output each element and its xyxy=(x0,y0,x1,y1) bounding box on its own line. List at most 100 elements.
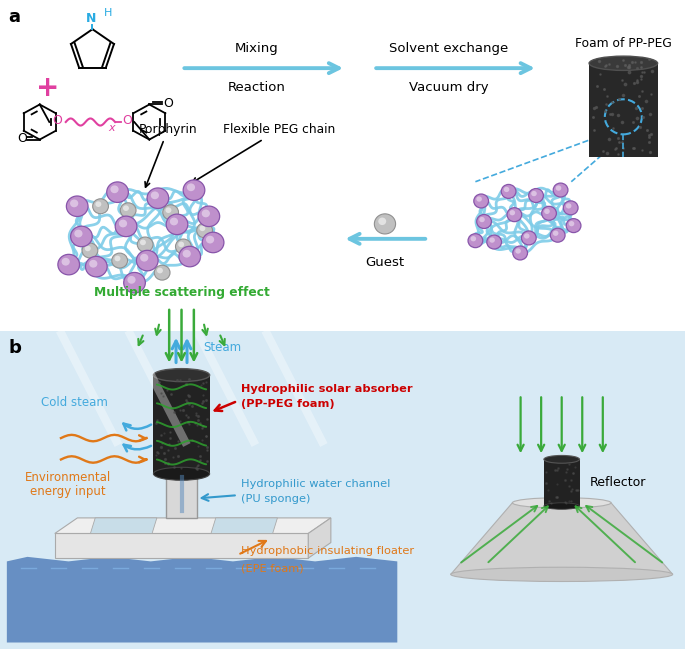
Circle shape xyxy=(550,228,565,242)
Circle shape xyxy=(62,258,70,265)
Text: Hydrophilic solar absorber: Hydrophilic solar absorber xyxy=(241,384,413,395)
Circle shape xyxy=(166,214,188,235)
Circle shape xyxy=(140,254,149,262)
Circle shape xyxy=(147,188,169,208)
Circle shape xyxy=(524,234,530,239)
Circle shape xyxy=(202,232,224,252)
Circle shape xyxy=(74,230,82,238)
Circle shape xyxy=(151,191,159,199)
Circle shape xyxy=(476,197,482,202)
Circle shape xyxy=(474,194,488,208)
Circle shape xyxy=(198,206,220,227)
Text: Mixing: Mixing xyxy=(235,42,279,55)
Polygon shape xyxy=(7,557,397,643)
Circle shape xyxy=(178,241,184,247)
Circle shape xyxy=(531,191,537,196)
Text: (PU sponge): (PU sponge) xyxy=(241,494,310,504)
Circle shape xyxy=(70,199,78,207)
Circle shape xyxy=(183,250,191,258)
Text: Multiple scattering effect: Multiple scattering effect xyxy=(94,286,269,299)
Circle shape xyxy=(468,234,483,248)
Circle shape xyxy=(544,209,550,214)
Circle shape xyxy=(556,186,561,191)
Circle shape xyxy=(569,221,574,227)
Text: O: O xyxy=(52,114,62,127)
Text: Hydrophobic insulating floater: Hydrophobic insulating floater xyxy=(241,546,414,556)
Circle shape xyxy=(201,210,210,217)
Ellipse shape xyxy=(512,498,611,508)
Text: +: + xyxy=(36,74,60,103)
Circle shape xyxy=(566,203,571,208)
Circle shape xyxy=(183,180,205,201)
Circle shape xyxy=(187,184,195,191)
Circle shape xyxy=(95,201,101,207)
Circle shape xyxy=(157,268,163,273)
Circle shape xyxy=(114,256,121,262)
Circle shape xyxy=(140,239,146,245)
Circle shape xyxy=(542,206,556,220)
Text: O: O xyxy=(122,114,132,127)
Text: (EPE foam): (EPE foam) xyxy=(241,563,303,573)
Text: Porphyrin: Porphyrin xyxy=(138,123,197,187)
Text: Reaction: Reaction xyxy=(228,81,286,94)
Circle shape xyxy=(487,235,501,249)
Circle shape xyxy=(112,253,127,268)
Ellipse shape xyxy=(153,467,210,480)
Circle shape xyxy=(123,205,129,211)
Circle shape xyxy=(489,238,495,243)
Text: Flexible PEG chain: Flexible PEG chain xyxy=(192,123,335,182)
Circle shape xyxy=(374,214,396,234)
Circle shape xyxy=(513,246,527,260)
Polygon shape xyxy=(55,518,331,533)
Circle shape xyxy=(170,217,178,225)
Text: x: x xyxy=(108,123,115,133)
Circle shape xyxy=(66,196,88,217)
Circle shape xyxy=(124,273,145,293)
Circle shape xyxy=(86,256,107,277)
Circle shape xyxy=(115,216,137,237)
Ellipse shape xyxy=(544,456,580,463)
Bar xyxy=(166,474,197,518)
Text: Hydrophilic water channel: Hydrophilic water channel xyxy=(241,479,390,489)
Circle shape xyxy=(136,251,158,271)
Bar xyxy=(153,375,210,474)
Circle shape xyxy=(515,249,521,254)
Text: Environmental: Environmental xyxy=(25,471,111,484)
Circle shape xyxy=(107,182,128,202)
Text: Reflector: Reflector xyxy=(590,476,646,489)
Circle shape xyxy=(121,202,136,218)
Circle shape xyxy=(471,236,476,241)
Text: N: N xyxy=(86,12,97,25)
Circle shape xyxy=(127,276,136,284)
Circle shape xyxy=(92,199,108,214)
Polygon shape xyxy=(308,518,331,558)
Text: O: O xyxy=(17,132,27,145)
Circle shape xyxy=(175,239,191,254)
Text: Solvent exchange: Solvent exchange xyxy=(389,42,508,55)
Circle shape xyxy=(85,245,90,251)
Text: b: b xyxy=(8,339,21,357)
Polygon shape xyxy=(451,503,673,574)
Bar xyxy=(544,459,580,506)
Circle shape xyxy=(199,225,205,231)
Polygon shape xyxy=(55,533,308,558)
Text: O: O xyxy=(163,97,173,110)
Circle shape xyxy=(503,187,510,192)
Circle shape xyxy=(563,201,578,215)
Text: H: H xyxy=(104,8,112,18)
Ellipse shape xyxy=(166,471,197,477)
Circle shape xyxy=(479,217,485,222)
Circle shape xyxy=(197,223,212,238)
Circle shape xyxy=(58,254,79,275)
Circle shape xyxy=(553,183,568,197)
Circle shape xyxy=(119,219,127,227)
Circle shape xyxy=(89,260,97,267)
Text: Cold steam: Cold steam xyxy=(41,397,108,410)
Circle shape xyxy=(154,265,170,280)
Polygon shape xyxy=(211,518,277,533)
Circle shape xyxy=(566,219,581,232)
Circle shape xyxy=(507,208,522,222)
Circle shape xyxy=(521,231,536,245)
Text: a: a xyxy=(8,8,21,26)
Circle shape xyxy=(82,243,98,258)
